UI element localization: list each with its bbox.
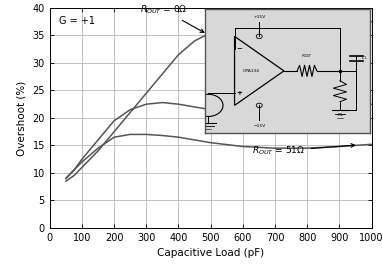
Text: $R_{OUT}$ = 24$\Omega$: $R_{OUT}$ = 24$\Omega$ — [252, 103, 355, 116]
Text: G = +1: G = +1 — [59, 16, 95, 26]
Text: OPA134: OPA134 — [242, 69, 260, 73]
Text: −15V: −15V — [253, 124, 265, 128]
Text: −: − — [237, 46, 242, 52]
Text: $R_{OUT}$ = 0$\Omega$: $R_{OUT}$ = 0$\Omega$ — [140, 4, 204, 32]
Text: $R_{OUT}$ = 51$\Omega$: $R_{OUT}$ = 51$\Omega$ — [252, 144, 355, 157]
Y-axis label: Overshoot (%): Overshoot (%) — [17, 80, 27, 156]
Text: +15V: +15V — [253, 15, 265, 19]
Text: $C_L$: $C_L$ — [361, 55, 368, 62]
X-axis label: Capacitive Load (pF): Capacitive Load (pF) — [157, 248, 264, 258]
Text: $R_{OUT}$: $R_{OUT}$ — [301, 52, 313, 60]
Text: +: + — [237, 90, 242, 96]
Text: $R_L$: $R_L$ — [337, 112, 343, 119]
